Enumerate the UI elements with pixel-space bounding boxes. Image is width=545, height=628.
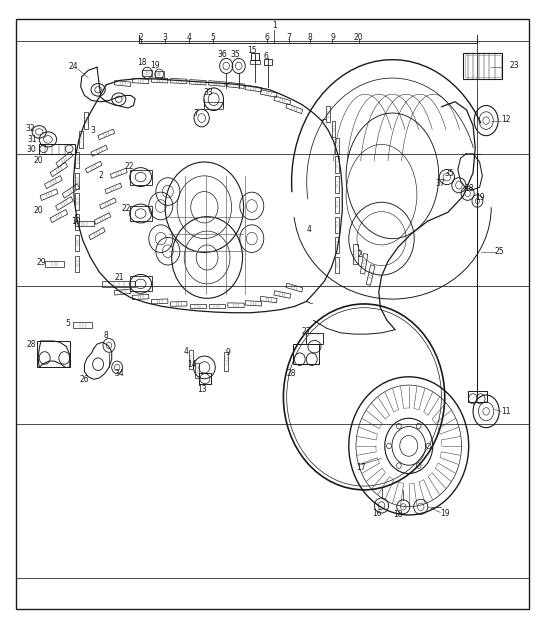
Text: 22: 22: [122, 204, 131, 213]
Text: 4: 4: [186, 33, 191, 41]
Text: 1: 1: [272, 21, 276, 30]
Text: 7: 7: [287, 33, 291, 41]
Text: 7: 7: [194, 109, 198, 117]
Text: 27: 27: [301, 327, 311, 336]
Text: 19: 19: [150, 61, 160, 70]
Text: 17: 17: [356, 463, 366, 472]
Text: 28: 28: [27, 340, 37, 349]
Text: 37: 37: [435, 179, 445, 188]
Text: 35: 35: [445, 169, 455, 178]
Text: 18: 18: [464, 184, 474, 193]
Text: 8: 8: [307, 33, 312, 41]
Text: 6: 6: [264, 52, 268, 61]
Text: 35: 35: [231, 50, 240, 59]
Text: 13: 13: [197, 385, 207, 394]
Text: 20: 20: [354, 33, 364, 41]
Text: 20: 20: [33, 206, 43, 215]
Text: 3: 3: [162, 33, 167, 41]
Text: 26: 26: [80, 376, 89, 384]
Text: 10: 10: [71, 217, 81, 225]
Text: 22: 22: [125, 162, 135, 171]
Text: 28: 28: [287, 369, 296, 378]
Text: 3: 3: [90, 126, 95, 135]
Text: 31: 31: [28, 135, 38, 144]
Text: 16: 16: [372, 509, 382, 518]
Text: 20: 20: [33, 156, 43, 165]
Text: 15: 15: [247, 46, 257, 55]
Text: 9: 9: [330, 33, 335, 41]
Text: 25: 25: [495, 247, 505, 256]
Text: 18: 18: [137, 58, 147, 67]
Text: 14: 14: [187, 360, 197, 369]
Text: 19: 19: [475, 193, 485, 202]
Text: 2: 2: [358, 250, 362, 259]
Text: 34: 34: [114, 369, 124, 378]
Text: 2: 2: [99, 171, 103, 180]
Text: 4: 4: [307, 225, 312, 234]
Text: 8: 8: [104, 332, 108, 340]
Text: 29: 29: [36, 258, 46, 267]
Text: 24: 24: [68, 62, 78, 71]
Text: 11: 11: [501, 407, 511, 416]
Text: 18: 18: [393, 511, 403, 519]
Text: 19: 19: [440, 509, 450, 518]
Text: 4: 4: [184, 347, 189, 356]
Text: 12: 12: [501, 115, 511, 124]
Text: 32: 32: [26, 124, 35, 133]
Text: 5: 5: [210, 33, 215, 41]
Text: 30: 30: [27, 145, 37, 154]
Text: 21: 21: [114, 273, 124, 282]
Text: 2: 2: [138, 33, 143, 41]
Text: 9: 9: [226, 349, 230, 357]
Text: 36: 36: [217, 50, 227, 59]
Text: 23: 23: [510, 62, 519, 70]
Text: 33: 33: [204, 89, 214, 97]
Text: 6: 6: [265, 33, 269, 41]
Text: 5: 5: [66, 319, 70, 328]
